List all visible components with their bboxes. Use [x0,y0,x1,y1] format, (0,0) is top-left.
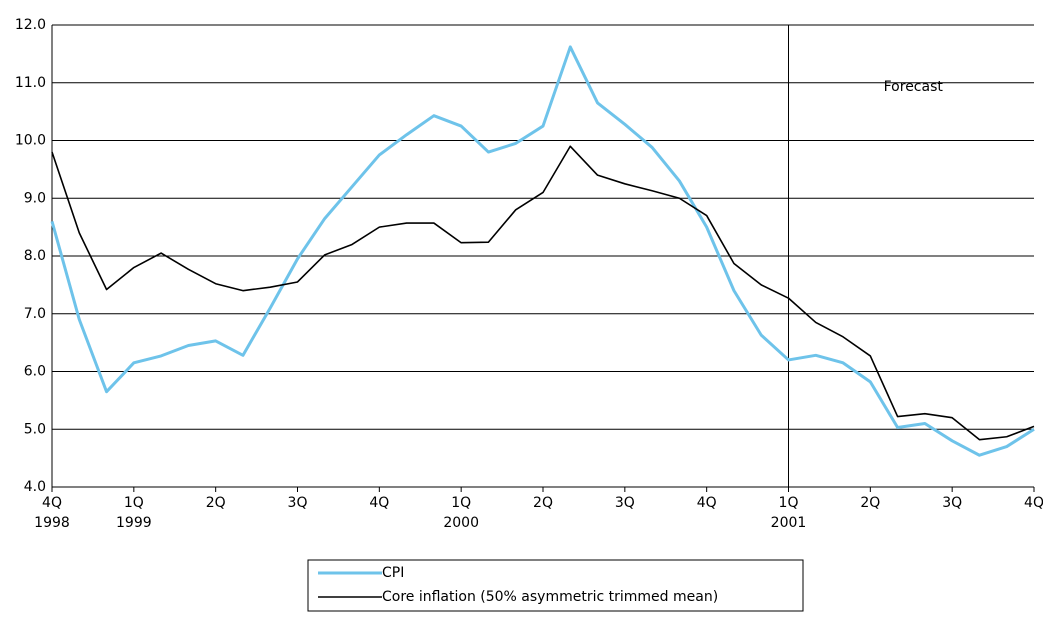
x-tick-label: 1Q [124,495,144,511]
y-tick-label: 7.0 [24,306,46,322]
series-line [51,145,1035,441]
y-tick-label: 11.0 [15,75,46,91]
x-tick-label: 3Q [288,495,308,511]
y-tick-label: 6.0 [24,364,46,380]
y-tick-label: 9.0 [24,190,46,206]
x-tick-label: 1Q [779,495,799,511]
x-year-label: 2001 [771,515,807,531]
x-tick-label: 3Q [615,495,635,511]
y-tick-label: 12.0 [15,17,46,33]
y-tick-label: 5.0 [24,421,46,437]
x-tick-label: 2Q [206,495,226,511]
y-tick-label: 8.0 [24,248,46,264]
series-line [50,45,1035,457]
x-tick-label: 4Q [42,495,62,511]
legend-label: Core inflation (50% asymmetric trimmed m… [382,589,718,605]
forecast-label: Forecast [884,79,944,95]
x-tick-label: 1Q [451,495,471,511]
x-year-label: 1999 [116,515,152,531]
x-year-label: 2000 [443,515,479,531]
x-year-label: 1998 [34,515,70,531]
x-tick-label: 2Q [860,495,880,511]
y-tick-label: 4.0 [24,479,46,495]
y-tick-label: 10.0 [15,133,46,149]
x-tick-label: 3Q [942,495,962,511]
legend-box [307,559,804,612]
x-tick-label: 4Q [697,495,717,511]
x-tick-label: 4Q [369,495,389,511]
legend-label: CPI [382,565,404,581]
x-tick-label: 2Q [533,495,553,511]
x-tick-label: 4Q [1024,495,1043,511]
